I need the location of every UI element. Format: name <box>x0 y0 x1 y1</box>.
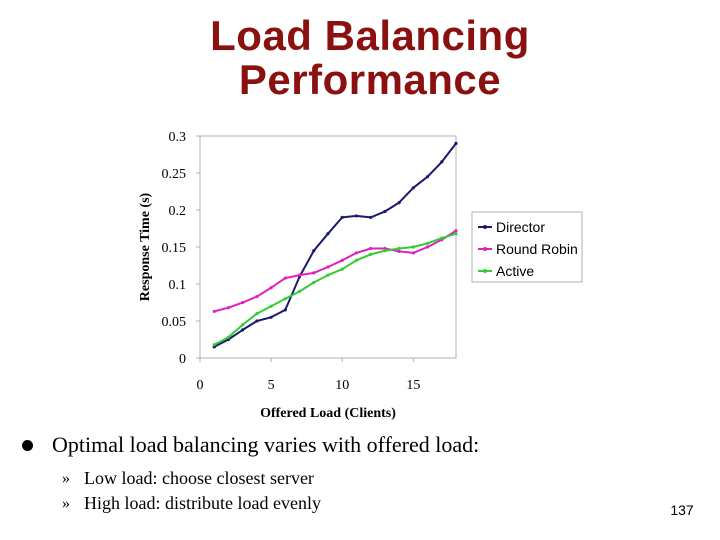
x-tick-label: 0 <box>197 378 204 393</box>
data-point-round-robin <box>297 273 302 277</box>
data-point-director <box>440 160 444 164</box>
data-point-active <box>226 335 231 339</box>
data-point-active <box>397 246 401 251</box>
legend-label: Director <box>496 219 545 235</box>
y-axis-title: Response Time (s) <box>138 192 153 301</box>
data-point-director <box>283 308 287 312</box>
page-number: 137 <box>670 502 694 518</box>
series-layer <box>212 141 458 349</box>
data-point-director <box>326 232 330 236</box>
data-point-active <box>411 245 415 249</box>
data-point-director <box>397 201 401 205</box>
data-point-active <box>297 289 302 293</box>
x-axis-title: Offered Load (Clients) <box>260 406 396 421</box>
data-point-active <box>440 236 444 240</box>
slide-title-line-1: Load Balancing <box>210 12 530 59</box>
sub-bullet-marker: » <box>62 470 70 487</box>
plot-area <box>199 135 457 359</box>
sub-bullet-marker: » <box>62 495 70 512</box>
data-point-director <box>354 214 359 218</box>
data-point-active <box>425 241 430 245</box>
slide-title-line-2: Performance <box>238 56 502 103</box>
data-point-director <box>411 186 415 190</box>
legend-label: Round Robin <box>496 241 578 257</box>
data-point-round-robin <box>241 300 245 305</box>
data-point-director <box>212 345 216 349</box>
series-line-director <box>213 142 457 348</box>
data-point-round-robin <box>269 286 273 290</box>
data-point-active <box>326 273 330 277</box>
legend-marker <box>483 225 487 229</box>
data-point-active <box>340 267 344 271</box>
y-tick-label: 0.2 <box>169 204 187 219</box>
data-point-round-robin <box>340 258 344 262</box>
x-tick-label: 10 <box>335 378 349 393</box>
data-point-round-robin <box>212 309 216 313</box>
x-tick-label: 15 <box>406 378 420 393</box>
bullet-dot-icon <box>22 440 33 451</box>
data-point-round-robin <box>411 251 415 255</box>
legend-entry-active: Active <box>478 263 534 279</box>
sub-bullet-text: Low load: choose closest server <box>84 468 314 488</box>
data-point-director <box>383 209 387 214</box>
x-tick-label: 5 <box>268 378 275 393</box>
data-point-round-robin <box>255 294 259 299</box>
series-line-round-robin <box>213 229 457 313</box>
y-axis-ticks: 0 0.05 0.1 0.15 0.2 0.25 0.3 <box>162 130 200 367</box>
x-axis-ticks: 0 5 10 15 <box>197 358 420 393</box>
data-point-round-robin <box>326 265 330 269</box>
data-point-round-robin <box>312 271 316 275</box>
data-point-director <box>312 249 316 253</box>
y-tick-label: 0.15 <box>162 241 187 256</box>
data-point-active <box>369 252 373 256</box>
main-bullet-text: Optimal load balancing varies with offer… <box>52 432 480 457</box>
data-point-active <box>354 258 359 262</box>
legend-label: Active <box>496 263 534 279</box>
data-point-director <box>369 215 373 219</box>
legend-entry-director: Director <box>478 219 545 235</box>
data-point-round-robin <box>454 229 458 233</box>
data-point-round-robin <box>354 251 359 255</box>
y-tick-label: 0.3 <box>169 130 187 145</box>
y-tick-label: 0.1 <box>169 278 187 293</box>
data-point-director <box>241 328 245 332</box>
data-point-director <box>425 175 430 179</box>
data-point-active <box>383 249 387 253</box>
main-bullet: Optimal load balancing varies with offer… <box>22 432 662 458</box>
data-point-active <box>454 232 458 236</box>
data-point-active <box>241 323 245 327</box>
data-point-round-robin <box>397 249 401 254</box>
data-point-round-robin <box>383 246 387 251</box>
data-point-round-robin <box>425 245 430 249</box>
sub-bullet-high-load: » High load: distribute load evenly <box>62 491 662 516</box>
slide-title: Load Balancing Performance <box>0 14 720 102</box>
series-active <box>212 232 458 347</box>
bullet-list: Optimal load balancing varies with offer… <box>22 432 662 516</box>
legend-marker <box>483 247 487 251</box>
data-point-round-robin <box>283 276 287 280</box>
data-point-active <box>312 280 316 285</box>
data-point-round-robin <box>369 246 373 251</box>
y-tick-label: 0.25 <box>162 167 187 182</box>
data-point-active <box>255 312 259 316</box>
legend-marker <box>483 269 487 273</box>
legend-entry-round-robin: Round Robin <box>478 241 578 257</box>
data-point-round-robin <box>226 306 231 310</box>
data-point-active <box>212 343 216 347</box>
sub-bullet-text: High load: distribute load evenly <box>84 493 321 513</box>
data-point-director <box>454 141 458 145</box>
data-point-director <box>269 315 273 319</box>
legend: Director Round Robin Active <box>471 211 583 283</box>
sub-bullet-low-load: » Low load: choose closest server <box>62 466 662 491</box>
sub-bullet-list: » Low load: choose closest server » High… <box>22 466 662 516</box>
y-tick-label: 0.05 <box>162 315 187 330</box>
data-point-director <box>340 215 344 219</box>
data-point-director <box>255 319 259 323</box>
series-line-active <box>213 232 457 346</box>
data-point-active <box>269 304 273 308</box>
y-tick-label: 0 <box>179 352 186 367</box>
data-point-active <box>283 297 287 301</box>
